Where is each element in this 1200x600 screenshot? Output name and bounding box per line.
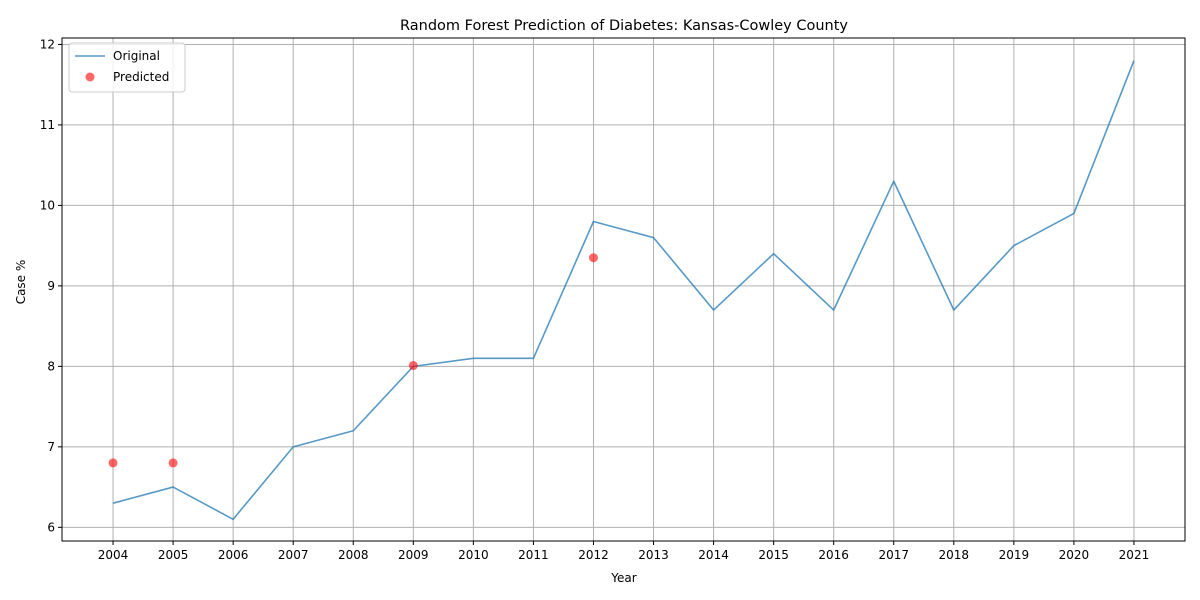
chart-title: Random Forest Prediction of Diabetes: Ka…	[400, 18, 848, 34]
x-tick-label: 2010	[458, 548, 489, 562]
predicted-point	[588, 253, 598, 263]
y-tick-label: 8	[47, 359, 55, 373]
y-tick-label: 12	[40, 37, 55, 51]
x-tick-label: 2014	[698, 548, 729, 562]
y-tick-label: 7	[47, 440, 55, 454]
predicted-point	[108, 458, 118, 468]
x-tick-label: 2020	[1059, 548, 1090, 562]
x-tick-label: 2018	[939, 548, 970, 562]
predicted-point	[408, 361, 418, 371]
y-axis-ticks: 6 7 8 9 10 11 12	[40, 37, 62, 534]
x-tick-label: 2017	[878, 548, 909, 562]
x-tick-label: 2012	[578, 548, 609, 562]
x-tick-label: 2008	[338, 548, 369, 562]
legend: Original Predicted	[68, 42, 186, 93]
x-axis-title: Year	[610, 571, 636, 585]
plot-frame	[61, 37, 1186, 542]
x-tick-label: 2015	[758, 548, 789, 562]
y-tick-label: 10	[40, 198, 55, 212]
y-tick-label: 6	[47, 520, 55, 534]
x-tick-label: 2004	[98, 548, 129, 562]
x-tick-label: 2021	[1119, 548, 1150, 562]
x-tick-label: 2005	[158, 548, 189, 562]
legend-predicted-label: Predicted	[113, 70, 169, 84]
legend-predicted-swatch	[85, 72, 95, 82]
grid	[62, 38, 1185, 541]
x-axis-ticks: 2004 2005 2006 2007 2008 2009 2010 2011 2012 2013…	[98, 541, 1149, 562]
y-axis-title: Case %	[14, 260, 28, 305]
series-original	[112, 60, 1135, 521]
x-tick-label: 2019	[999, 548, 1030, 562]
y-tick-label: 11	[40, 118, 55, 132]
predicted-point	[168, 458, 178, 468]
x-tick-label: 2006	[218, 548, 249, 562]
series-predicted	[108, 253, 598, 468]
x-tick-label: 2009	[398, 548, 429, 562]
x-tick-label: 2011	[518, 548, 549, 562]
y-tick-label: 9	[47, 279, 55, 293]
x-tick-label: 2016	[818, 548, 849, 562]
original-series-line	[112, 60, 1135, 521]
x-tick-label: 2007	[278, 548, 309, 562]
x-tick-label: 2013	[638, 548, 669, 562]
legend-original-label: Original	[113, 49, 160, 63]
